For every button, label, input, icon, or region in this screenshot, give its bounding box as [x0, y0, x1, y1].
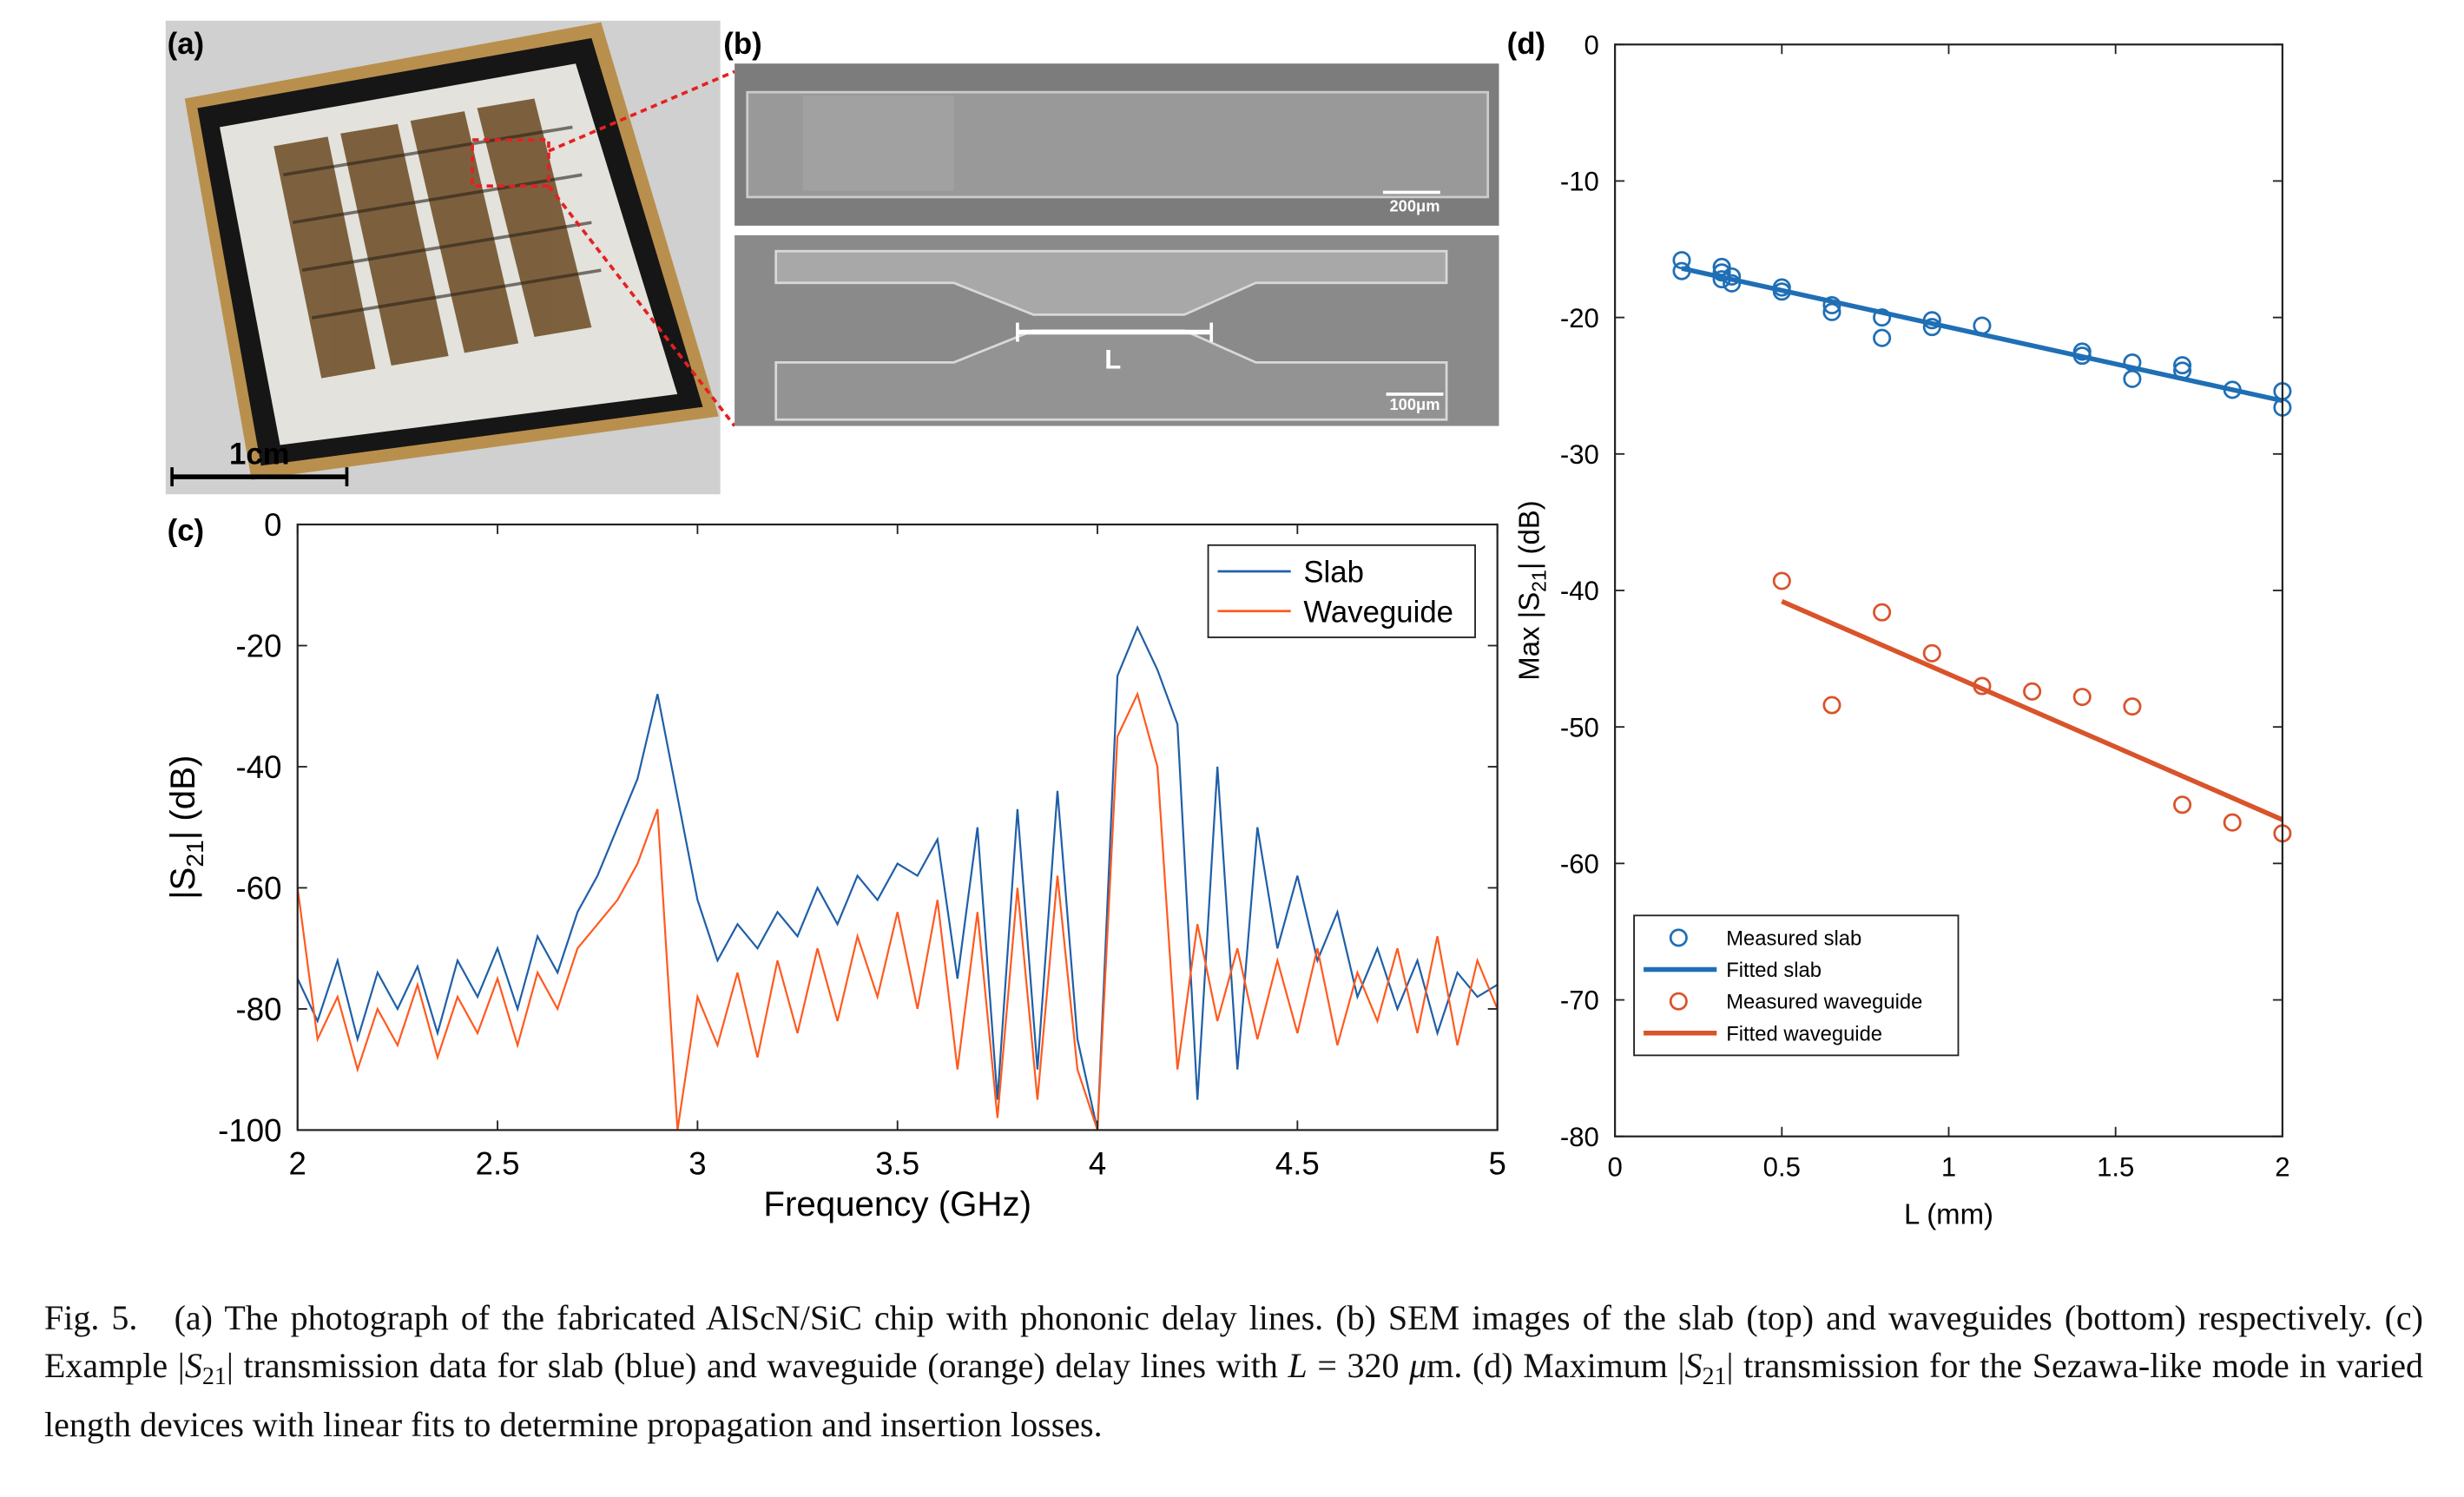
y-axis-label-part: |S: [163, 867, 202, 900]
scale-label: 100μm: [1389, 395, 1440, 413]
x-tick-label: 3.5: [875, 1146, 919, 1182]
series-line: [297, 624, 1498, 1131]
y-axis-label: |S21| (dB): [163, 755, 208, 900]
data-point: [1712, 263, 1731, 282]
x-tick-label: 5: [1488, 1146, 1505, 1182]
y-tick-label: -50: [1560, 712, 1599, 742]
figure: 1cm (a) (b) (c) (d) 200μm 100μm L 2 2.5 3 3…: [163, 20, 2292, 1230]
y-axis-label-sub: 21: [181, 840, 208, 867]
y-tick-label: -20: [1560, 303, 1599, 333]
x-tick-label: 4: [1089, 1146, 1106, 1182]
y-axis-label-part: Max |S: [1512, 592, 1545, 681]
scale-label: 200μm: [1389, 196, 1440, 214]
legend-marker: [1669, 928, 1688, 947]
plot-frame: [1614, 43, 2283, 1138]
caption-text: (a) The photograph of the fabricated AlS…: [44, 1298, 2424, 1385]
legend-label: Slab: [1303, 557, 1364, 590]
caption-math: μ: [1409, 1346, 1427, 1385]
data-point: [1822, 696, 1841, 715]
legend-label: Waveguide: [1303, 596, 1453, 629]
y-tick-label: -30: [1560, 439, 1599, 470]
data-point: [1873, 603, 1892, 622]
scale-label: 1cm: [229, 438, 290, 471]
x-tick-label: 0.5: [1763, 1151, 1801, 1182]
panel-label: (c): [168, 514, 205, 547]
panel-label: (a): [168, 28, 205, 61]
y-tick-label: -60: [236, 871, 282, 907]
panel-label: (b): [723, 28, 761, 61]
x-axis-label: Frequency (GHz): [763, 1184, 1031, 1223]
caption-math: 21: [201, 1363, 227, 1390]
data-point: [2072, 688, 2092, 707]
y-tick-label: -80: [1560, 1122, 1599, 1152]
legend-marker: [1669, 992, 1688, 1011]
data-point: [2123, 369, 2142, 388]
x-axis-label: L (mm): [1904, 1197, 1993, 1230]
data-point: [2173, 356, 2192, 375]
caption-label: Fig. 5.: [44, 1298, 138, 1337]
panel-label: (d): [1507, 28, 1545, 61]
x-tick-label: 0: [1607, 1151, 1622, 1182]
legend-label: Measured slab: [1726, 927, 1861, 950]
data-point: [1873, 308, 1892, 327]
data-point: [1922, 643, 1941, 663]
caption-text: | transmission for the Sezawa-like mode …: [44, 1346, 2424, 1444]
y-tick-label: -20: [236, 629, 282, 664]
y-tick-label: -40: [236, 749, 282, 785]
data-point: [1672, 251, 1691, 270]
caption-math: S: [1684, 1346, 1703, 1385]
caption-math: S: [184, 1346, 202, 1385]
caption-math: L: [1288, 1346, 1308, 1385]
caption-text: = 320: [1307, 1346, 1410, 1385]
x-tick-label: 4.5: [1275, 1146, 1320, 1182]
data-point: [2173, 795, 2192, 814]
plot-frame: [296, 523, 1499, 1131]
y-tick-label: -70: [1560, 986, 1599, 1016]
fit-line: [1681, 266, 2283, 404]
data-point: [1822, 302, 1841, 321]
x-tick-label: 2: [2275, 1151, 2289, 1182]
y-tick-label: -10: [1560, 167, 1599, 197]
length-label: L: [1104, 345, 1121, 375]
data-point: [1772, 571, 1791, 590]
legend-box: [1207, 544, 1476, 638]
legend-label: Fitted waveguide: [1726, 1022, 1882, 1045]
y-tick-label: -100: [218, 1113, 281, 1149]
x-tick-label: 2: [289, 1146, 306, 1182]
series-line: [297, 691, 1498, 1131]
x-tick-label: 2.5: [476, 1146, 520, 1182]
x-tick-label: 3: [688, 1146, 706, 1182]
chip-photo: [165, 20, 736, 495]
y-tick-label: -80: [236, 992, 282, 1027]
fit-line: [1781, 599, 2283, 822]
data-point: [2023, 682, 2042, 701]
x-tick-label: 1.5: [2097, 1151, 2134, 1182]
y-tick-label: 0: [1584, 30, 1599, 60]
x-tick-label: 1: [1941, 1151, 1956, 1182]
y-axis-label-part: | (dB): [1512, 500, 1545, 570]
sem-images: [735, 63, 1499, 426]
caption-text: m. (d) Maximum |: [1426, 1346, 1685, 1385]
legend-label: Fitted slab: [1726, 959, 1822, 982]
y-axis-label: Max |S21| (dB): [1512, 500, 1550, 680]
y-axis-label-sub: 21: [1528, 570, 1551, 592]
caption-math: 21: [1702, 1363, 1727, 1390]
legend-label: Measured waveguide: [1726, 991, 1922, 1014]
y-tick-label: -40: [1560, 576, 1599, 606]
y-axis-label-part: | (dB): [163, 755, 202, 841]
y-tick-label: 0: [264, 507, 281, 543]
data-point: [2123, 697, 2142, 716]
plot-area: [297, 624, 1498, 1131]
caption-text: | transmission data for slab (blue) and …: [226, 1346, 1288, 1385]
caption: Fig. 5. (a) The photograph of the fabric…: [44, 1294, 2423, 1448]
y-tick-label: -60: [1560, 849, 1599, 880]
data-point: [1873, 328, 1892, 347]
data-point: [2223, 813, 2242, 832]
